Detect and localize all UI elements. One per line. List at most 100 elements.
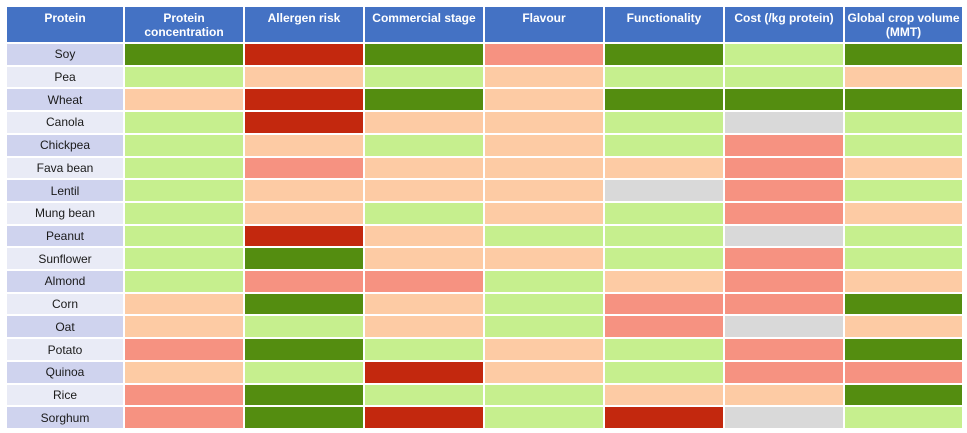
heatmap-cell-wheat-global-crop-volume-mmt bbox=[844, 88, 963, 112]
heatmap-cell-pea-protein-concentration bbox=[124, 65, 244, 89]
heatmap-cell-canola-flavour bbox=[484, 111, 604, 134]
heatmap-cell-sunflower-functionality bbox=[604, 247, 724, 271]
heatmap-cell-lentil-global-crop-volume-mmt bbox=[844, 179, 963, 202]
heatmap-cell-fava-bean-global-crop-volume-mmt bbox=[844, 156, 963, 180]
heatmap-cell-sunflower-allergen-risk bbox=[244, 247, 364, 271]
heatmap-cell-quinoa-allergen-risk bbox=[244, 360, 364, 384]
heatmap-cell-mung-bean-flavour bbox=[484, 201, 604, 225]
heatmap-cell-sunflower-cost-kg-protein bbox=[724, 247, 844, 271]
heatmap-cell-fava-bean-commercial-stage bbox=[364, 156, 484, 180]
heatmap-cell-rice-flavour bbox=[484, 383, 604, 407]
heatmap-cell-soy-allergen-risk bbox=[244, 43, 364, 66]
heatmap-cell-pea-allergen-risk bbox=[244, 65, 364, 89]
heatmap-cell-soy-commercial-stage bbox=[364, 43, 484, 66]
heatmap-cell-corn-commercial-stage bbox=[364, 292, 484, 316]
heatmap-cell-oat-allergen-risk bbox=[244, 315, 364, 339]
heatmap-cell-almond-commercial-stage bbox=[364, 270, 484, 293]
heatmap-cell-canola-global-crop-volume-mmt bbox=[844, 111, 963, 134]
row-label-sorghum: Sorghum bbox=[6, 406, 124, 429]
heatmap-cell-oat-cost-kg-protein bbox=[724, 315, 844, 339]
heatmap-cell-peanut-global-crop-volume-mmt bbox=[844, 224, 963, 248]
heatmap-cell-fava-bean-allergen-risk bbox=[244, 156, 364, 180]
heatmap-cell-lentil-cost-kg-protein bbox=[724, 179, 844, 202]
heatmap-cell-soy-protein-concentration bbox=[124, 43, 244, 66]
column-header-protein: Protein bbox=[6, 6, 124, 43]
heatmap-cell-oat-commercial-stage bbox=[364, 315, 484, 339]
column-header-commercial-stage: Commercial stage bbox=[364, 6, 484, 43]
heatmap-cell-corn-global-crop-volume-mmt bbox=[844, 292, 963, 316]
column-header-allergen-risk: Allergen risk bbox=[244, 6, 364, 43]
heatmap-cell-corn-allergen-risk bbox=[244, 292, 364, 316]
heatmap-cell-mung-bean-cost-kg-protein bbox=[724, 201, 844, 225]
row-label-wheat: Wheat bbox=[6, 88, 124, 112]
heatmap-cell-mung-bean-functionality bbox=[604, 201, 724, 225]
heatmap-cell-potato-global-crop-volume-mmt bbox=[844, 338, 963, 361]
heatmap-cell-almond-functionality bbox=[604, 270, 724, 293]
row-label-oat: Oat bbox=[6, 315, 124, 339]
heatmap-cell-chickpea-flavour bbox=[484, 133, 604, 157]
heatmap-cell-soy-cost-kg-protein bbox=[724, 43, 844, 66]
heatmap-cell-lentil-commercial-stage bbox=[364, 179, 484, 202]
row-label-quinoa: Quinoa bbox=[6, 360, 124, 384]
heatmap-cell-rice-cost-kg-protein bbox=[724, 383, 844, 407]
heatmap-cell-sorghum-cost-kg-protein bbox=[724, 406, 844, 429]
heatmap-cell-quinoa-functionality bbox=[604, 360, 724, 384]
heatmap-cell-wheat-protein-concentration bbox=[124, 88, 244, 112]
row-label-corn: Corn bbox=[6, 292, 124, 316]
column-header-flavour: Flavour bbox=[484, 6, 604, 43]
heatmap-cell-potato-commercial-stage bbox=[364, 338, 484, 361]
row-label-rice: Rice bbox=[6, 383, 124, 407]
row-label-peanut: Peanut bbox=[6, 224, 124, 248]
heatmap-cell-sunflower-commercial-stage bbox=[364, 247, 484, 271]
heatmap-cell-mung-bean-global-crop-volume-mmt bbox=[844, 201, 963, 225]
heatmap-cell-rice-allergen-risk bbox=[244, 383, 364, 407]
heatmap-cell-corn-flavour bbox=[484, 292, 604, 316]
row-label-potato: Potato bbox=[6, 338, 124, 361]
heatmap-cell-quinoa-commercial-stage bbox=[364, 360, 484, 384]
heatmap-cell-rice-commercial-stage bbox=[364, 383, 484, 407]
heatmap-cell-soy-flavour bbox=[484, 43, 604, 66]
heatmap-cell-potato-protein-concentration bbox=[124, 338, 244, 361]
column-header-cost-kg-protein: Cost (/kg protein) bbox=[724, 6, 844, 43]
heatmap-cell-oat-global-crop-volume-mmt bbox=[844, 315, 963, 339]
heatmap-cell-pea-flavour bbox=[484, 65, 604, 89]
heatmap-cell-peanut-functionality bbox=[604, 224, 724, 248]
heatmap-cell-rice-global-crop-volume-mmt bbox=[844, 383, 963, 407]
row-label-pea: Pea bbox=[6, 65, 124, 89]
heatmap-cell-canola-protein-concentration bbox=[124, 111, 244, 134]
heatmap-cell-sorghum-global-crop-volume-mmt bbox=[844, 406, 963, 429]
heatmap-cell-almond-flavour bbox=[484, 270, 604, 293]
heatmap-cell-sorghum-commercial-stage bbox=[364, 406, 484, 429]
heatmap-cell-sorghum-protein-concentration bbox=[124, 406, 244, 429]
heatmap-cell-peanut-allergen-risk bbox=[244, 224, 364, 248]
heatmap-cell-pea-functionality bbox=[604, 65, 724, 89]
heatmap-cell-oat-functionality bbox=[604, 315, 724, 339]
heatmap-cell-wheat-allergen-risk bbox=[244, 88, 364, 112]
heatmap-cell-peanut-protein-concentration bbox=[124, 224, 244, 248]
heatmap-cell-almond-global-crop-volume-mmt bbox=[844, 270, 963, 293]
heatmap-cell-chickpea-commercial-stage bbox=[364, 133, 484, 157]
heatmap-cell-wheat-functionality bbox=[604, 88, 724, 112]
heatmap-cell-wheat-flavour bbox=[484, 88, 604, 112]
heatmap-cell-peanut-flavour bbox=[484, 224, 604, 248]
heatmap-cell-rice-protein-concentration bbox=[124, 383, 244, 407]
heatmap-cell-sunflower-global-crop-volume-mmt bbox=[844, 247, 963, 271]
heatmap-cell-quinoa-cost-kg-protein bbox=[724, 360, 844, 384]
heatmap-cell-potato-flavour bbox=[484, 338, 604, 361]
heatmap-cell-potato-cost-kg-protein bbox=[724, 338, 844, 361]
heatmap-cell-chickpea-functionality bbox=[604, 133, 724, 157]
heatmap-cell-chickpea-global-crop-volume-mmt bbox=[844, 133, 963, 157]
heatmap-cell-potato-allergen-risk bbox=[244, 338, 364, 361]
heatmap-cell-canola-functionality bbox=[604, 111, 724, 134]
protein-heatmap-table: Protein Protein concentration Allergen ris… bbox=[6, 6, 963, 429]
heatmap-cell-canola-cost-kg-protein bbox=[724, 111, 844, 134]
heatmap-cell-pea-cost-kg-protein bbox=[724, 65, 844, 89]
row-label-mung-bean: Mung bean bbox=[6, 201, 124, 225]
heatmap-cell-wheat-commercial-stage bbox=[364, 88, 484, 112]
heatmap-cell-quinoa-flavour bbox=[484, 360, 604, 384]
heatmap-cell-corn-functionality bbox=[604, 292, 724, 316]
heatmap-cell-fava-bean-cost-kg-protein bbox=[724, 156, 844, 180]
row-label-fava-bean: Fava bean bbox=[6, 156, 124, 180]
heatmap-cell-potato-functionality bbox=[604, 338, 724, 361]
heatmap-cell-sorghum-allergen-risk bbox=[244, 406, 364, 429]
